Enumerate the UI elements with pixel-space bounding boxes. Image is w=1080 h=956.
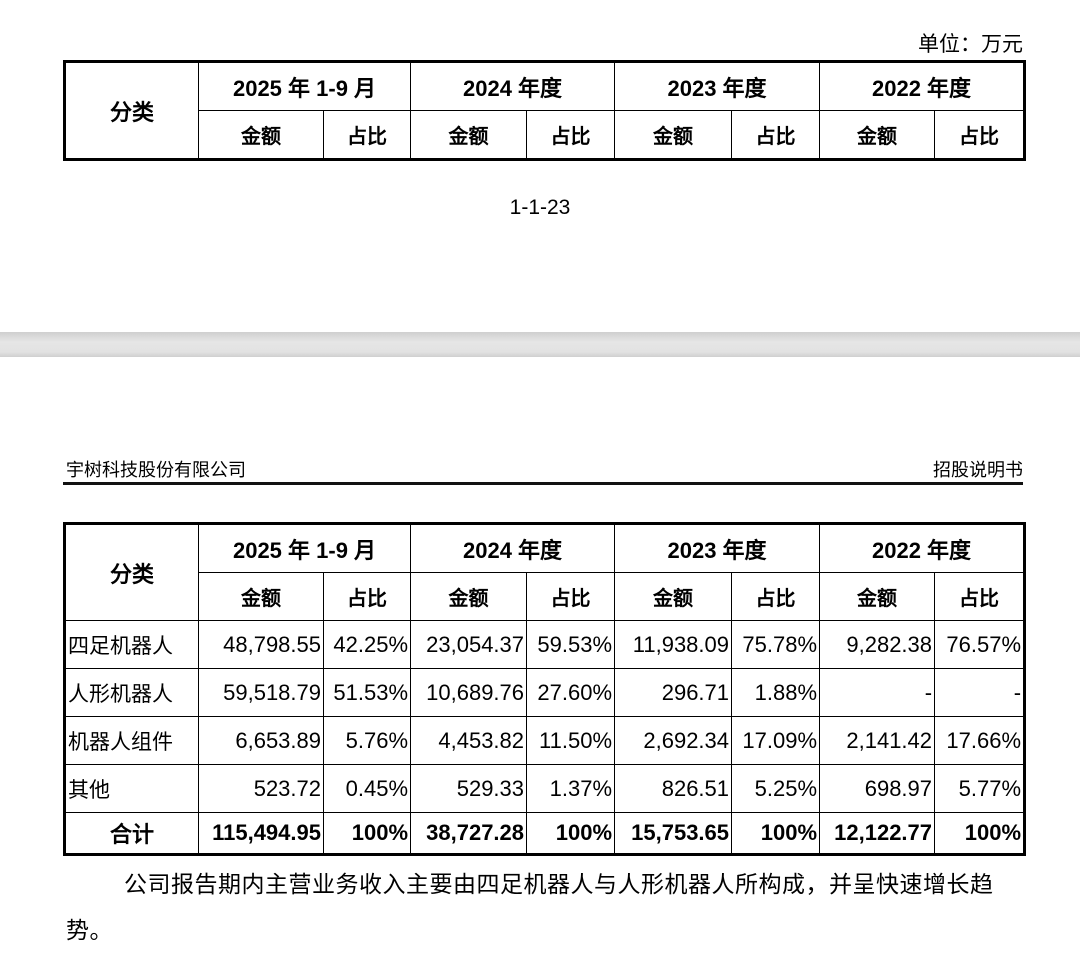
amount-header: 金额: [819, 572, 936, 621]
category-header: 分类: [64, 61, 199, 160]
amount-cell: 23,054.37: [410, 620, 528, 669]
ratio-cell: 17.09%: [731, 716, 821, 765]
amount-cell: 11,938.09: [614, 620, 733, 669]
header-row-periods: 分类 2025 年 1-9 月 2024 年度 2023 年度 2022 年度: [64, 61, 1026, 160]
period-header: 2023 年度: [614, 523, 821, 573]
amount-cell: 59,518.79: [198, 668, 324, 717]
table-row: 人形机器人 59,518.79 51.53% 10,689.76 27.60% 296.7…: [64, 668, 1026, 717]
amount-cell: 15,753.65: [614, 812, 733, 855]
ratio-cell: 59.53%: [526, 620, 616, 669]
ratio-cell: 5.76%: [322, 716, 412, 765]
revenue-table-header-page1: 分类 2025 年 1-9 月 2024 年度 2023 年度 2022 年度 金额 占比金…: [63, 60, 1027, 161]
amount-cell: 826.51: [614, 764, 733, 813]
table-row: 其他 523.72 0.45% 529.33 1.37% 826.51 5.25% 698.9…: [64, 764, 1026, 813]
period-header: 2023 年度: [614, 61, 821, 111]
ratio-cell: 11.50%: [526, 716, 616, 765]
period-header: 2025 年 1-9 月: [197, 523, 412, 573]
ratio-cell: 100%: [934, 812, 1026, 855]
amount-cell: 523.72: [198, 764, 324, 813]
amount-header: 金额: [410, 572, 528, 621]
ratio-cell: -: [934, 668, 1026, 717]
ratio-header: 占比: [934, 572, 1026, 621]
ratio-cell: 1.37%: [526, 764, 616, 813]
amount-header: 金额: [198, 572, 324, 621]
amount-header: 金额: [198, 110, 324, 160]
ratio-header: 占比: [731, 572, 821, 621]
unit-label: 单位：万元: [918, 32, 1023, 56]
table-row: 四足机器人 48,798.55 42.25% 23,054.37 59.53% 11,93…: [64, 620, 1026, 669]
ratio-cell: 1.88%: [731, 668, 821, 717]
amount-cell: 38,727.28: [410, 812, 528, 855]
amount-cell: 296.71: [614, 668, 733, 717]
period-header: 2022 年度: [819, 523, 1026, 573]
ratio-cell: 75.78%: [731, 620, 821, 669]
body-paragraph: 公司报告期内主营业务收入主要由四足机器人与人形机器人所构成，并呈快速增长趋势。: [66, 872, 994, 944]
period-header: 2024 年度: [410, 61, 616, 111]
header-divider: [63, 482, 1023, 485]
row-category: 四足机器人: [64, 620, 199, 669]
document-type-header: 招股说明书: [933, 460, 1023, 481]
period-header: 2022 年度: [819, 61, 1026, 111]
header-row-periods: 分类 2025 年 1-9 月 2024 年度 2023 年度 2022 年度: [64, 523, 1026, 621]
amount-cell: 115,494.95: [198, 812, 324, 855]
ratio-header: 占比: [731, 110, 821, 160]
amount-cell: 9,282.38: [819, 620, 936, 669]
ratio-header: 占比: [322, 572, 412, 621]
ratio-header: 占比: [526, 110, 616, 160]
table-row: 机器人组件 6,653.89 5.76% 4,453.82 11.50% 2,692.34…: [64, 716, 1026, 765]
amount-header: 金额: [410, 110, 528, 160]
amount-cell: 2,141.42: [819, 716, 936, 765]
amount-header: 金额: [614, 110, 733, 160]
ratio-header: 占比: [526, 572, 616, 621]
row-category: 合计: [64, 812, 199, 855]
amount-cell: 698.97: [819, 764, 936, 813]
amount-cell: 10,689.76: [410, 668, 528, 717]
ratio-cell: 5.25%: [731, 764, 821, 813]
amount-header: 金额: [819, 110, 936, 160]
total-row: 合计 115,494.95 100% 38,727.28 100% 15,753.65 10…: [64, 812, 1026, 855]
ratio-cell: 100%: [731, 812, 821, 855]
ratio-cell: 27.60%: [526, 668, 616, 717]
ratio-cell: 42.25%: [322, 620, 412, 669]
amount-cell: 6,653.89: [198, 716, 324, 765]
ratio-cell: 76.57%: [934, 620, 1026, 669]
header-row-metrics: 金额 占比 金额 占比 金额 占比 金额 占比: [65, 572, 1026, 621]
row-category: 人形机器人: [64, 668, 199, 717]
amount-cell: 12,122.77: [819, 812, 936, 855]
row-category: 机器人组件: [64, 716, 199, 765]
amount-cell: 529.33: [410, 764, 528, 813]
ratio-cell: 17.66%: [934, 716, 1026, 765]
ratio-cell: 0.45%: [322, 764, 412, 813]
amount-cell: 4,453.82: [410, 716, 528, 765]
ratio-cell: 100%: [526, 812, 616, 855]
period-header: 2025 年 1-9 月: [197, 61, 412, 111]
company-name-header: 宇树科技股份有限公司: [66, 460, 246, 481]
row-category: 其他: [64, 764, 199, 813]
revenue-by-product-table: 分类 2025 年 1-9 月 2024 年度 2023 年度 2022 年度 金额 占比金…: [63, 522, 1027, 856]
ratio-cell: 51.53%: [322, 668, 412, 717]
ratio-header: 占比: [322, 110, 412, 160]
ratio-cell: 5.77%: [934, 764, 1026, 813]
ratio-cell: 100%: [322, 812, 412, 855]
amount-header: 金额: [614, 572, 733, 621]
amount-cell: -: [819, 668, 936, 717]
amount-cell: 2,692.34: [614, 716, 733, 765]
page-number: 1-1-23: [509, 196, 571, 219]
header-row-metrics: 金额 占比 金额 占比 金额 占比 金额 占比: [65, 110, 1026, 160]
category-header: 分类: [64, 523, 199, 621]
ratio-header: 占比: [934, 110, 1026, 160]
amount-cell: 48,798.55: [198, 620, 324, 669]
page-separator: [0, 332, 1080, 357]
period-header: 2024 年度: [410, 523, 616, 573]
